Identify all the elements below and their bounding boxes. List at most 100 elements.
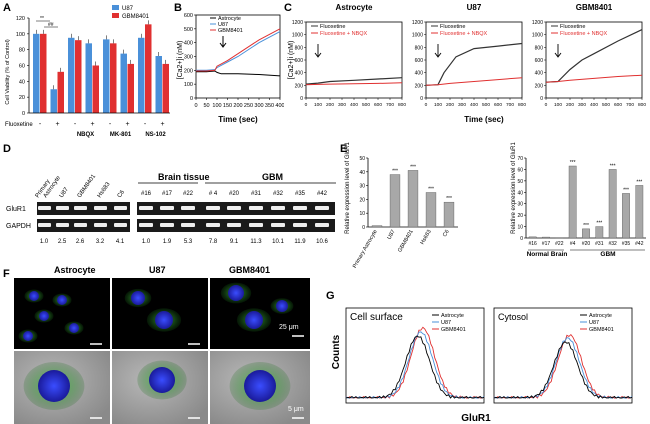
- panel-d-col-label: #35: [295, 191, 306, 197]
- panel-d-band: [227, 223, 241, 227]
- panel-d-col-label: # 4: [209, 191, 218, 197]
- panel-f-nucleus: [131, 291, 145, 305]
- panel-c-xtick-label: 400: [470, 102, 478, 108]
- panel-b-ytick-label: 0: [190, 96, 193, 102]
- panel-c-legend-label: Fluoxetine + NBQX: [320, 31, 368, 37]
- panel-g-histogram-line: [493, 337, 633, 399]
- panel-d-value: 9.1: [230, 239, 239, 245]
- panel-g-histogram-line: [345, 335, 485, 399]
- panel-f-top-cells: [18, 282, 294, 343]
- panel-g-legend-label: U87: [589, 320, 599, 326]
- panel-e-gbm-group: GBM: [600, 251, 615, 258]
- panel-a-bar: [103, 39, 110, 113]
- panel-f-scale-top: 25 μm: [279, 324, 299, 331]
- panel-label-a: A: [3, 2, 11, 14]
- panel-d-band: [160, 223, 174, 227]
- panel-a-bar: [75, 40, 82, 113]
- panel-f-bottom-cells: [23, 360, 291, 410]
- panel-b-series-line: [196, 28, 281, 72]
- panel-c-xtick-label: 400: [350, 102, 358, 108]
- panel-a-fluox-mark: -: [74, 121, 77, 128]
- panel-a-bar: [57, 71, 64, 113]
- panel-b-ytick-label: 500: [184, 27, 193, 33]
- panel-a-ytick-label: 0: [22, 111, 25, 117]
- panel-b-ytick-label: 100: [184, 82, 193, 88]
- panel-e-sig: ***: [570, 160, 576, 166]
- panel-c-legend-label: Fluoxetine + NBQX: [440, 31, 488, 37]
- panel-a-fluox-label: Fluoxetine: [5, 122, 33, 128]
- panel-e-bar: [371, 225, 383, 228]
- panel-c-subtitle: U87: [467, 3, 482, 12]
- panel-a-ytick-label: 40: [19, 79, 25, 85]
- panel-d-value: 2.6: [76, 239, 85, 245]
- panel-c-xtick-label: 0: [545, 102, 548, 108]
- panel-a-bar: [127, 63, 134, 113]
- panel-e-cat-label: #20: [582, 241, 591, 247]
- panel-e-ytick-label: 30: [359, 184, 365, 190]
- panel-a-legend-gbm-swatch: [112, 13, 119, 18]
- panel-c-ytick-label: 800: [535, 45, 544, 51]
- panel-c-ytick-label: 400: [535, 71, 544, 77]
- panel-c-xtick-label: 600: [374, 102, 382, 108]
- panel-d-band: [227, 206, 241, 210]
- panel-c-xtick-label: 600: [494, 102, 502, 108]
- panel-b-ytick-label: 200: [184, 68, 193, 74]
- panel-c-xtick-label: 800: [638, 102, 646, 108]
- panel-label-g: G: [326, 290, 335, 302]
- panel-e-ytick-label: 0: [520, 236, 523, 242]
- panel-b-xtick-label: 100: [212, 103, 221, 109]
- panel-a-bar: [155, 56, 162, 113]
- panel-d-gbm-title: GBM: [262, 172, 283, 182]
- panel-label-b: B: [174, 2, 182, 14]
- panel-d-band: [139, 223, 153, 227]
- panel-b-xlabel: Time (sec): [218, 115, 258, 124]
- panel-e-cat-label: #42: [635, 241, 644, 247]
- panel-c-ytick-label: 600: [535, 58, 544, 64]
- panel-label-c: C: [284, 2, 292, 14]
- panel-c-ytick-label: 600: [295, 58, 304, 64]
- panel-c-xtick-label: 100: [314, 102, 322, 108]
- panel-c-ytick-label: 200: [535, 83, 544, 89]
- panel-e-cat-label: Primary Astrocyte: [352, 229, 379, 269]
- panel-a-bar: [40, 33, 47, 114]
- panel-c-series-line: [545, 29, 643, 83]
- panel-g-chart: Counts Cell surface AstrocyteU87GBM8401Cy…: [331, 307, 633, 424]
- panel-g-legend-label: Astrocyte: [441, 313, 464, 319]
- panel-d-band: [74, 223, 87, 227]
- panel-c-xtick-label: 200: [566, 102, 574, 108]
- panel-c-ytick-label: 200: [415, 83, 424, 89]
- panel-d-value: 4.1: [116, 239, 125, 245]
- panel-d-band: [271, 206, 285, 210]
- panel-c-ytick-label: 1200: [292, 20, 303, 26]
- panel-b-legend-astro: Astrocyte: [218, 16, 241, 22]
- panel-label-f: F: [3, 268, 10, 280]
- panel-e-bar: [389, 174, 401, 228]
- panel-c-xtick-label: 100: [554, 102, 562, 108]
- panel-f-nucleus: [23, 331, 33, 341]
- panel-a-fluox-mark: +: [55, 121, 59, 128]
- panel-g-legend-label: U87: [441, 320, 451, 326]
- panel-c-xtick-label: 0: [425, 102, 428, 108]
- panel-a-fluox-mark: -: [109, 121, 112, 128]
- panel-c-xtick-label: 800: [398, 102, 406, 108]
- panel-c-xtick-label: 300: [458, 102, 466, 108]
- panel-b-legend-u87: U87: [218, 22, 228, 28]
- panel-g-frame: [345, 307, 485, 404]
- panel-e-cat-label: Hs683: [420, 229, 433, 246]
- panel-f-images: 25 μm 5 μm: [14, 278, 310, 424]
- panel-e-bar: [635, 185, 644, 239]
- panel-e-cat-label: C6: [442, 229, 451, 238]
- panel-e-chart: Relative expression level of GluR1 Relat…: [345, 141, 646, 269]
- panel-d-band: [56, 206, 69, 210]
- panel-d-right-values: 1.0 1.9 5.3 7.8 9.1 11.3 10.1 11.9 10.6: [142, 239, 329, 245]
- panel-g-histogram-line: [345, 326, 485, 399]
- panel-a-fluox-mark: -: [39, 121, 42, 128]
- panel-d-band: [160, 206, 174, 210]
- panel-c-legend-label: Fluoxetine: [560, 24, 585, 30]
- panel-a-yticks: 0 20 40 60 80 100 120: [16, 16, 29, 117]
- panel-a-legend-u87: U87: [122, 6, 134, 12]
- panel-a-bar: [162, 63, 169, 113]
- panel-d-band: [249, 223, 263, 227]
- panel-b-xtick-label: 300: [254, 103, 263, 109]
- panel-c-xtick-label: 500: [602, 102, 610, 108]
